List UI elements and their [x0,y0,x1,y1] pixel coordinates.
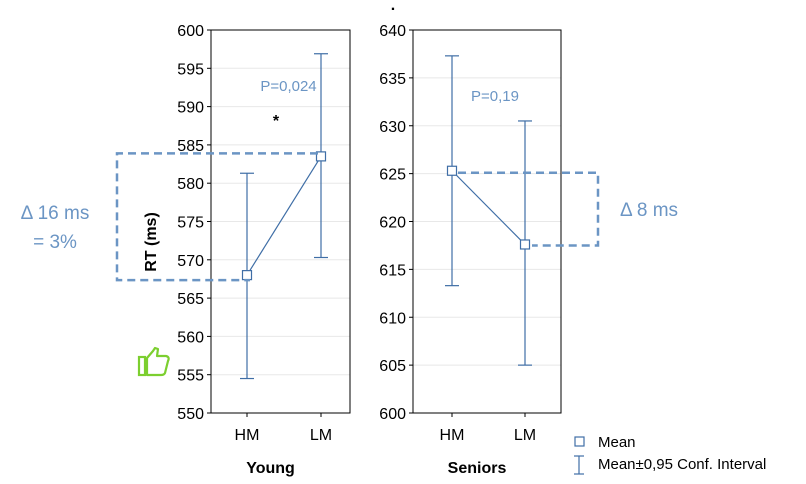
panel-1-xtick-label-1: LM [310,427,332,444]
panel-2-ytick-label-1: 605 [379,358,406,375]
panel-2-mean-line [451,170,526,245]
legend-mean-symbol [574,436,585,447]
panel-2-p-value: P=0,19 [471,88,519,105]
panel-1-ytick-label-0: 550 [177,406,204,423]
panel-1-ytick-label-4: 570 [177,253,204,270]
significance-star: * [273,113,280,130]
panel-1-xtick-label-0: HM [235,427,260,444]
panel-2-xtick-label-0: HM [440,427,465,444]
panel-1-ytick-label-5: 575 [177,215,204,232]
top-mark: . [391,0,395,14]
panel-1-ytick-label-6: 580 [177,176,204,193]
panel-1-ytick-label-8: 590 [177,100,204,117]
panel-1-p-value: P=0,024 [260,78,316,95]
panel-2-xtick-label-1: LM [514,427,536,444]
panel-1-ytick-label-2: 560 [177,329,204,346]
legend-ci-label: Mean±0,95 Conf. Interval [598,456,766,473]
panel-1-ytick-label-3: 565 [177,291,204,308]
panel-1-ytick-label-1: 555 [177,368,204,385]
panel-2-x-axis-title: Seniors [448,460,507,477]
panel-2-mean-point-1 [519,239,531,250]
panel-1-mean-line [246,156,322,276]
panel-2-ytick-label-0: 600 [379,406,406,423]
panel-1-mean-point-0 [241,270,253,281]
thumbs-up-icon [137,346,170,377]
y-axis-title: RT (ms) [143,212,160,272]
panel-2-ytick-label-2: 610 [379,310,406,327]
delta-bracket-young [115,152,318,282]
panel-2-ytick-label-8: 640 [379,23,406,40]
delta-young-line2: = 3% [33,232,77,253]
panel-2-mean-point-0 [446,165,458,176]
panel-2-ytick-label-7: 635 [379,71,406,88]
panel-2-ytick-label-5: 625 [379,167,406,184]
legend-mean-label: Mean [598,434,636,451]
panel-2-ytick-label-3: 615 [379,262,406,279]
panel-2-ytick-label-6: 630 [379,119,406,136]
delta-young-line1: Δ 16 ms [21,203,90,224]
panel-1-ytick-label-9: 595 [177,61,204,78]
delta-seniors: Δ 8 ms [620,200,678,221]
panel-2-ytick-label-4: 620 [379,215,406,232]
panel-1-ytick-label-10: 600 [177,23,204,40]
panel-1-mean-point-1 [315,151,327,162]
panel-1-ytick-label-7: 585 [177,138,204,155]
delta-bracket-seniors [458,171,600,247]
panel-1-x-axis-title: Young [246,460,295,477]
